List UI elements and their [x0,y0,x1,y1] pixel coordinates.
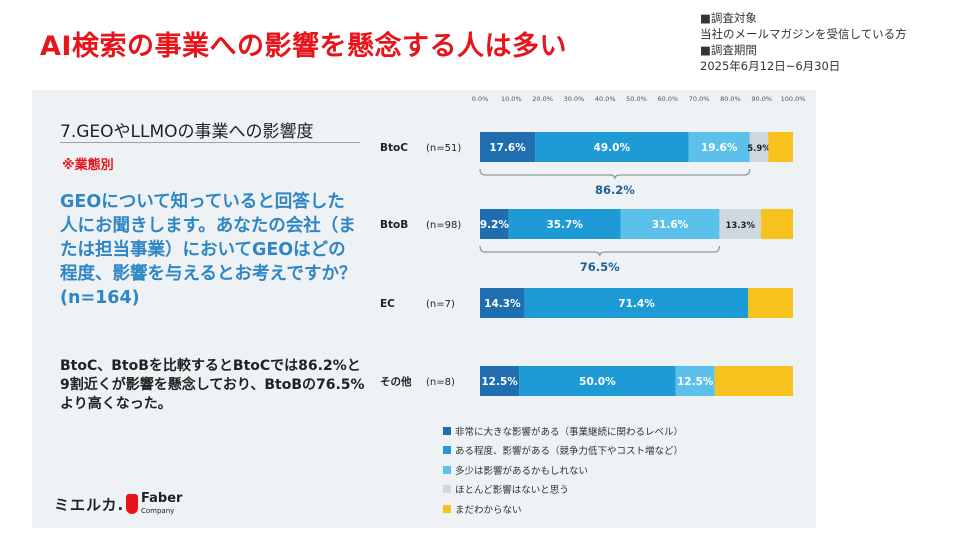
data-label: 31.6% [652,219,689,231]
bar-segment [480,209,509,239]
bar-segment [714,366,793,396]
x-tick-label: 30.0% [564,95,585,103]
data-label: 17.6% [489,142,526,154]
survey-target-label: ■調査対象 [700,11,757,25]
left-panel [32,90,374,528]
bar-segment [480,288,525,318]
conclusion-text: BtoC、BtoBを比較するとBtoCでは86.2%と9割近くが影響を懸念してお… [60,358,365,412]
faber-company-logo: Faber Company [126,491,186,517]
bar-segment [480,132,536,162]
survey-period-value: 2025年6月12日~6月30日 [700,59,841,73]
bar-segment [508,209,621,239]
legend-swatch [443,505,451,513]
data-label: 12.5% [481,376,518,388]
data-label: 49.0% [594,142,631,154]
bar-segment [761,209,793,239]
bar-segment [535,132,689,162]
x-tick-label: 40.0% [595,95,616,103]
bracket-annotation [479,168,751,180]
data-label: 9.2% [480,219,510,231]
survey-info: ■調査対象 当社のメールマガジンを受信している方 ■調査期間 2025年6月12… [700,10,907,74]
survey-period-label: ■調査期間 [700,43,757,57]
n-label: (n=98) [426,220,461,231]
bar-segment [519,366,676,396]
x-tick-label: 100.0% [781,95,806,103]
data-label: 13.3% [726,221,756,231]
x-tick-label: 50.0% [626,95,647,103]
bar-segment [675,366,715,396]
x-tick-label: 60.0% [657,95,678,103]
data-label: 71.4% [618,298,655,310]
faber-logo-name: Faber [141,491,183,506]
chart-panel: 0.0% 10.0% 20.0% 30.0% 40.0% 50.0% 60.0% 70.0% 8… [374,90,816,528]
data-label: 14.3% [484,298,521,310]
category-label: EC [380,298,395,310]
bar-segment [748,288,793,318]
bar-segment [688,132,750,162]
category-label: その他 [380,375,412,388]
n-label: (n=7) [426,299,455,310]
x-tick-label: 0.0% [472,95,489,103]
legend-swatch [443,485,451,493]
x-tick-label: 20.0% [532,95,553,103]
legend-label: ある程度、影響がある（競争力低下やコスト増など） [455,445,683,457]
data-label: 5.9% [747,144,771,154]
x-tick-label: 90.0% [751,95,772,103]
n-label: (n=8) [426,377,455,388]
legend-swatch [443,446,451,454]
legend-swatch [443,466,451,474]
data-label: 50.0% [579,376,616,388]
survey-target-value: 当社のメールマガジンを受信している方 [700,27,907,41]
legend-swatch [443,427,451,435]
x-tick-label: 10.0% [501,95,522,103]
bar-segment [719,209,762,239]
segment-note: ※業態別 [62,158,114,173]
data-label: 19.6% [701,142,738,154]
category-label: BtoB [380,219,408,231]
data-label: 12.5% [677,376,714,388]
category-label: BtoC [380,142,408,154]
n-label: (n=51) [426,143,461,154]
x-tick-label: 70.0% [689,95,710,103]
bar-segment [768,132,793,162]
bar-segment [620,209,720,239]
bar-segment [524,288,749,318]
data-label: 35.7% [546,219,583,231]
bar-segment [749,132,769,162]
bar-segment [480,366,520,396]
slide-title: AI検索の事業への影響を懸念する人は多い [40,31,567,62]
legend-label: 非常に大きな影響がある（事業継続に関わるレベル） [455,426,683,438]
legend-label: ほとんど影響はないと思う [455,484,569,496]
faber-logo-sub: Company [141,507,175,515]
section-divider [60,142,360,143]
bracket-value: 76.5% [580,260,620,274]
survey-question: GEOについて知っていると回答した人にお聞きします。あなたの会社（または担当事業… [60,192,357,308]
stacked-bar-chart: 0.0% 10.0% 20.0% 30.0% 40.0% 50.0% 60.0% 70.0% 8… [380,95,806,516]
section-title: 7.GEOやLLMOの事業への影響度 [60,122,314,142]
legend-label: 多少は影響があるかもしれない [455,465,588,477]
mieruca-logo: ミエルカ. [54,496,125,514]
legend-label: まだわからない [455,505,522,516]
faber-mark-icon [126,494,138,514]
bracket-annotation [479,245,721,257]
bracket-value: 86.2% [595,183,635,197]
x-tick-label: 80.0% [720,95,741,103]
